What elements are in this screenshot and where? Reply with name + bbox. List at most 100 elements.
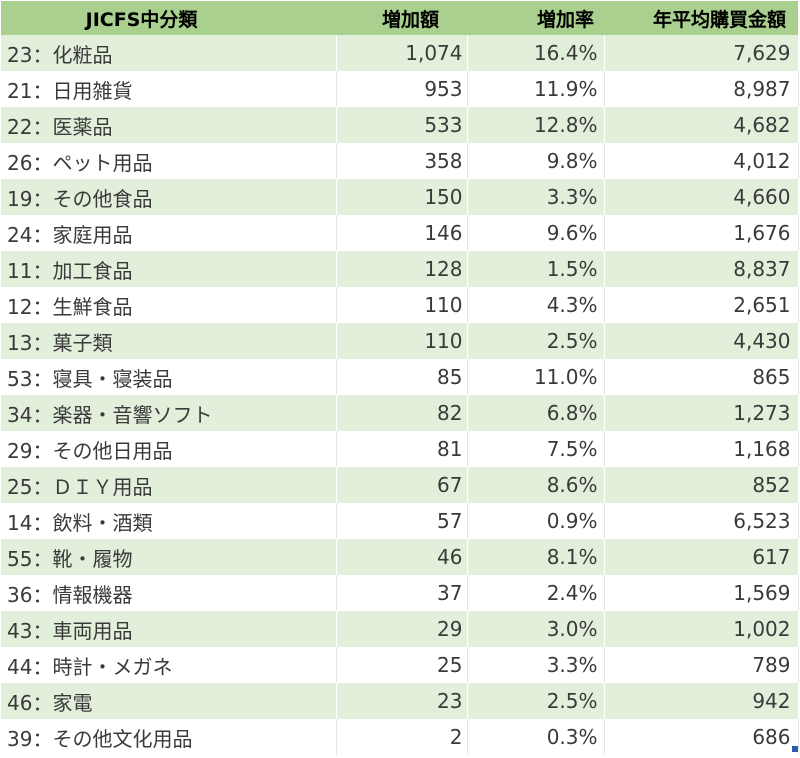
cell-increase[interactable]: 82 <box>336 395 468 431</box>
cell-rate[interactable]: 8.6% <box>467 467 605 503</box>
table-row: 34：楽器・音響ソフト 82 6.8% 1,273 <box>1 395 799 431</box>
cell-category[interactable]: 25：ＤＩＹ用品 <box>1 467 337 503</box>
cell-category[interactable]: 55：靴・履物 <box>1 539 337 575</box>
cell-increase[interactable]: 358 <box>336 143 468 179</box>
cell-avg[interactable]: 6,523 <box>604 503 799 539</box>
cell-rate[interactable]: 3.0% <box>467 611 605 647</box>
cell-category[interactable]: 14：飲料・酒類 <box>1 503 337 539</box>
cell-increase[interactable]: 81 <box>336 431 468 467</box>
table-row: 23：化粧品 1,074 16.4% 7,629 <box>1 35 799 71</box>
table-row: 25：ＤＩＹ用品 67 8.6% 852 <box>1 467 799 503</box>
cell-increase[interactable]: 23 <box>336 683 468 719</box>
cell-rate[interactable]: 3.3% <box>467 647 605 683</box>
selection-fill-handle[interactable] <box>792 746 798 752</box>
cell-rate[interactable]: 2.5% <box>467 323 605 359</box>
cell-increase[interactable]: 533 <box>336 107 468 143</box>
cell-increase[interactable]: 29 <box>336 611 468 647</box>
cell-increase[interactable]: 85 <box>336 359 468 395</box>
cell-avg[interactable]: 1,002 <box>604 611 799 647</box>
cell-increase[interactable]: 57 <box>336 503 468 539</box>
cell-category[interactable]: 43：車両用品 <box>1 611 337 647</box>
table-row: 46：家電 23 2.5% 942 <box>1 683 799 719</box>
table-row: 44：時計・メガネ 25 3.3% 789 <box>1 647 799 683</box>
cell-rate[interactable]: 7.5% <box>467 431 605 467</box>
cell-category[interactable]: 13：菓子類 <box>1 323 337 359</box>
cell-avg[interactable]: 4,682 <box>604 107 799 143</box>
cell-avg[interactable]: 852 <box>604 467 799 503</box>
cell-avg[interactable]: 1,168 <box>604 431 799 467</box>
cell-increase[interactable]: 67 <box>336 467 468 503</box>
cell-increase[interactable]: 150 <box>336 179 468 215</box>
cell-rate[interactable]: 12.8% <box>467 107 605 143</box>
cell-avg[interactable]: 1,569 <box>604 575 799 611</box>
cell-increase[interactable]: 37 <box>336 575 468 611</box>
cell-category[interactable]: 36：情報機器 <box>1 575 337 611</box>
cell-rate[interactable]: 0.9% <box>467 503 605 539</box>
cell-category[interactable]: 21：日用雑貨 <box>1 71 337 107</box>
cell-avg[interactable]: 865 <box>604 359 799 395</box>
cell-avg[interactable]: 617 <box>604 539 799 575</box>
cell-category[interactable]: 34：楽器・音響ソフト <box>1 395 337 431</box>
table-row: 55：靴・履物 46 8.1% 617 <box>1 539 799 575</box>
cell-avg[interactable]: 4,430 <box>604 323 799 359</box>
header-rate[interactable]: 増加率 <box>467 1 604 35</box>
cell-category[interactable]: 29：その他日用品 <box>1 431 337 467</box>
cell-increase[interactable]: 953 <box>336 71 468 107</box>
table-row: 11：加工食品 128 1.5% 8,837 <box>1 251 799 287</box>
cell-category[interactable]: 24：家庭用品 <box>1 215 337 251</box>
cell-avg[interactable]: 8,987 <box>604 71 799 107</box>
cell-increase[interactable]: 110 <box>336 287 468 323</box>
cell-rate[interactable]: 1.5% <box>467 251 605 287</box>
cell-category[interactable]: 46：家電 <box>1 683 337 719</box>
cell-rate[interactable]: 11.9% <box>467 71 605 107</box>
cell-increase[interactable]: 46 <box>336 539 468 575</box>
cell-rate[interactable]: 9.8% <box>467 143 605 179</box>
cell-avg[interactable]: 8,837 <box>604 251 799 287</box>
cell-avg[interactable]: 7,629 <box>604 35 799 71</box>
cell-category[interactable]: 23：化粧品 <box>1 35 337 71</box>
cell-category[interactable]: 39：その他文化用品 <box>1 719 337 755</box>
table-row: 22：医薬品 533 12.8% 4,682 <box>1 107 799 143</box>
cell-increase[interactable]: 128 <box>336 251 468 287</box>
cell-avg[interactable]: 4,660 <box>604 179 799 215</box>
table-row: 13：菓子類 110 2.5% 4,430 <box>1 323 799 359</box>
cell-increase[interactable]: 146 <box>336 215 468 251</box>
cell-avg[interactable]: 1,676 <box>604 215 799 251</box>
cell-category[interactable]: 11：加工食品 <box>1 251 337 287</box>
cell-rate[interactable]: 11.0% <box>467 359 605 395</box>
cell-category[interactable]: 53：寝具・寝装品 <box>1 359 337 395</box>
header-row: JICFS中分類 増加額 増加率 年平均購買金額 <box>1 1 798 35</box>
table-row: 29：その他日用品 81 7.5% 1,168 <box>1 431 799 467</box>
header-avg[interactable]: 年平均購買金額 <box>604 1 798 35</box>
cell-increase[interactable]: 1,074 <box>336 35 468 71</box>
cell-rate[interactable]: 16.4% <box>467 35 605 71</box>
cell-avg[interactable]: 942 <box>604 683 799 719</box>
cell-category[interactable]: 26：ペット用品 <box>1 143 337 179</box>
cell-category[interactable]: 44：時計・メガネ <box>1 647 337 683</box>
cell-category[interactable]: 19：その他食品 <box>1 179 337 215</box>
cell-increase[interactable]: 2 <box>336 719 468 755</box>
cell-rate[interactable]: 4.3% <box>467 287 605 323</box>
cell-rate[interactable]: 0.3% <box>467 719 605 755</box>
cell-rate[interactable]: 8.1% <box>467 539 605 575</box>
cell-rate[interactable]: 3.3% <box>467 179 605 215</box>
cell-avg[interactable]: 4,012 <box>604 143 799 179</box>
cell-increase[interactable]: 110 <box>336 323 468 359</box>
cell-avg[interactable]: 789 <box>604 647 799 683</box>
cell-category[interactable]: 12：生鮮食品 <box>1 287 337 323</box>
cell-avg[interactable]: 1,273 <box>604 395 799 431</box>
cell-increase[interactable]: 25 <box>336 647 468 683</box>
cell-avg[interactable]: 2,651 <box>604 287 799 323</box>
cell-rate[interactable]: 6.8% <box>467 395 605 431</box>
header-category[interactable]: JICFS中分類 <box>1 1 336 35</box>
cell-category[interactable]: 22：医薬品 <box>1 107 337 143</box>
cell-rate[interactable]: 9.6% <box>467 215 605 251</box>
cell-rate[interactable]: 2.5% <box>467 683 605 719</box>
cell-avg[interactable]: 686 <box>604 719 799 755</box>
header-increase[interactable]: 増加額 <box>336 1 467 35</box>
cell-rate[interactable]: 2.4% <box>467 575 605 611</box>
table-row: 53：寝具・寝装品 85 11.0% 865 <box>1 359 799 395</box>
table-row: 24：家庭用品 146 9.6% 1,676 <box>1 215 799 251</box>
